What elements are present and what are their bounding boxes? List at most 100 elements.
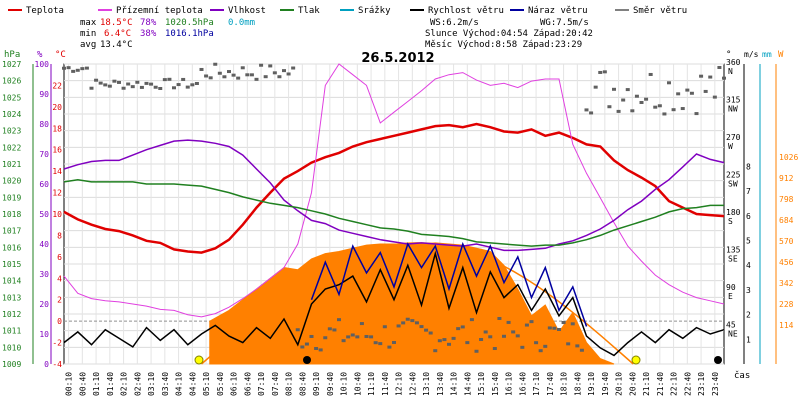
hpa-tick-label: 1011 <box>2 327 21 336</box>
wind-direction-dot <box>662 112 667 116</box>
hpa-tick-label: 1026 <box>2 77 21 86</box>
wind-direction-dot <box>442 338 447 342</box>
info-moon: Měsíc Východ:8:58 Západ:23:29 <box>425 40 582 50</box>
wind-direction-dot <box>437 339 442 343</box>
dir-tick-name: SW <box>728 180 738 189</box>
wind-tick-label: 3 <box>746 286 751 295</box>
wind-direction-dot <box>304 342 309 346</box>
time-tick-label: 21:40 <box>656 372 665 396</box>
pct-tick-label: 10 <box>39 330 49 339</box>
info-sun: Slunce Východ:04:54 Západ:20:42 <box>425 29 593 39</box>
hpa-tick-label: 1021 <box>2 160 21 169</box>
time-tick-label: 18:10 <box>560 372 569 396</box>
time-tick-label: 07:10 <box>257 372 266 396</box>
axis-time: 00:10 00:40 01:10 01:40 02:10 02:40 03:10 03:40… <box>65 372 720 396</box>
wind-direction-dot <box>653 105 658 109</box>
info-ws: WS:6.2m/s <box>430 18 479 28</box>
dir-tick-value: 360 <box>726 58 741 67</box>
solar-tick-label: 1026 <box>779 153 798 162</box>
wind-direction-dot <box>474 349 479 353</box>
wind-direction-dot <box>89 86 94 90</box>
wind-direction-dot <box>392 340 396 344</box>
wind-direction-dot <box>107 84 112 88</box>
wind-direction-dot <box>557 327 561 331</box>
legend-label-4: Srážky <box>358 6 391 16</box>
wind-direction-dot <box>314 346 319 350</box>
sunset-marker <box>631 355 641 365</box>
pct-tick-label: 20 <box>39 300 49 309</box>
wind-direction-dot <box>602 70 607 74</box>
hpa-tick-label: 1027 <box>2 60 21 69</box>
wind-direction-dot <box>497 316 502 320</box>
wind-direction-dot <box>428 331 433 335</box>
wind-direction-dot <box>172 86 176 90</box>
wind-direction-dot <box>355 335 360 339</box>
wind-direction-dot <box>204 74 209 78</box>
axis-unit-pct: % <box>37 50 43 60</box>
legend-label-6: Náraz větru <box>528 6 588 16</box>
wind-direction-dot <box>593 85 598 89</box>
series-line-4 <box>63 250 725 357</box>
time-tick-label: 15:10 <box>477 372 486 396</box>
wind-direction-dot <box>373 341 378 345</box>
dir-tick-value: 90 <box>726 283 736 292</box>
wind-direction-dot <box>598 70 603 74</box>
wind-tick-label: 8 <box>746 162 751 171</box>
wind-direction-dot <box>506 320 511 324</box>
pct-tick-label: 90 <box>39 90 49 99</box>
pct-tick-label: 60 <box>39 180 49 189</box>
wind-direction-dot <box>309 334 314 338</box>
pct-tick-label: 40 <box>39 240 49 249</box>
stats-max-press: 1020.5hPa <box>165 18 214 28</box>
time-tick-label: 14:40 <box>463 372 472 396</box>
wind-direction-dot <box>286 72 291 76</box>
hpa-tick-label: 1020 <box>2 177 21 186</box>
axis-unit-dir: ° <box>726 50 731 60</box>
stats-max-temp: 18.5°C <box>100 18 133 28</box>
wind-direction-dot <box>579 348 584 352</box>
pct-tick-label: 100 <box>35 60 50 69</box>
wind-direction-dot <box>447 342 451 346</box>
legend-label-3: Tlak <box>298 6 320 16</box>
time-tick-label: 21:10 <box>642 372 651 396</box>
series-line-3 <box>63 178 724 247</box>
time-tick-label: 17:10 <box>532 372 541 396</box>
wind-direction-dot <box>217 71 222 75</box>
temp-tick-label: 18 <box>52 124 62 133</box>
chart-legend: Teplota Přízemní teplota Vlhkost Tlak Srážky… <box>8 6 687 16</box>
wind-direction-dot <box>469 318 474 322</box>
wind-direction-dot <box>708 75 713 79</box>
stats-min-label: min <box>80 29 96 39</box>
stats-max-hum: 78% <box>140 18 157 28</box>
hpa-tick-label: 1016 <box>2 243 21 252</box>
wind-direction-dot <box>176 83 181 87</box>
wind-direction-dot <box>671 108 676 112</box>
wind-direction-dot <box>589 111 594 115</box>
wind-direction-dot <box>680 107 685 111</box>
wind-direction-dot <box>722 76 726 80</box>
wind-direction-dot <box>511 330 516 334</box>
dir-tick-value: 270 <box>726 133 741 142</box>
wind-tick-label: 4 <box>746 261 751 270</box>
wind-direction-dot <box>405 317 410 321</box>
wind-direction-dot <box>570 322 575 326</box>
wind-direction-dot <box>80 67 85 71</box>
dir-tick-name: W <box>728 142 733 151</box>
wind-direction-dot <box>414 321 419 325</box>
time-tick-label: 22:40 <box>683 372 692 396</box>
axis-unit-time: čas <box>734 370 750 381</box>
series-line-1 <box>63 63 725 318</box>
temp-tick-label: 0 <box>57 317 62 326</box>
wind-direction-dot <box>135 80 140 84</box>
temp-tick-label: 2 <box>57 296 62 305</box>
wind-direction-dot <box>694 112 699 116</box>
wind-direction-dot <box>149 82 154 86</box>
wind-direction-dot <box>359 322 364 326</box>
wind-direction-dot <box>323 336 328 340</box>
wind-direction-dot <box>121 86 126 90</box>
hpa-tick-label: 1019 <box>2 193 21 202</box>
wind-direction-dot <box>465 341 470 345</box>
wind-direction-dot <box>502 334 506 338</box>
temp-tick-label: -2 <box>52 339 62 348</box>
wind-direction-dot <box>479 338 484 342</box>
